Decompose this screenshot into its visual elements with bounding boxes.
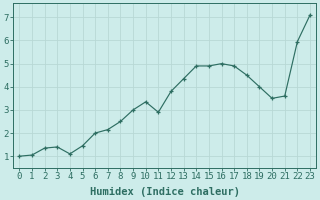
X-axis label: Humidex (Indice chaleur): Humidex (Indice chaleur) (90, 186, 240, 197)
